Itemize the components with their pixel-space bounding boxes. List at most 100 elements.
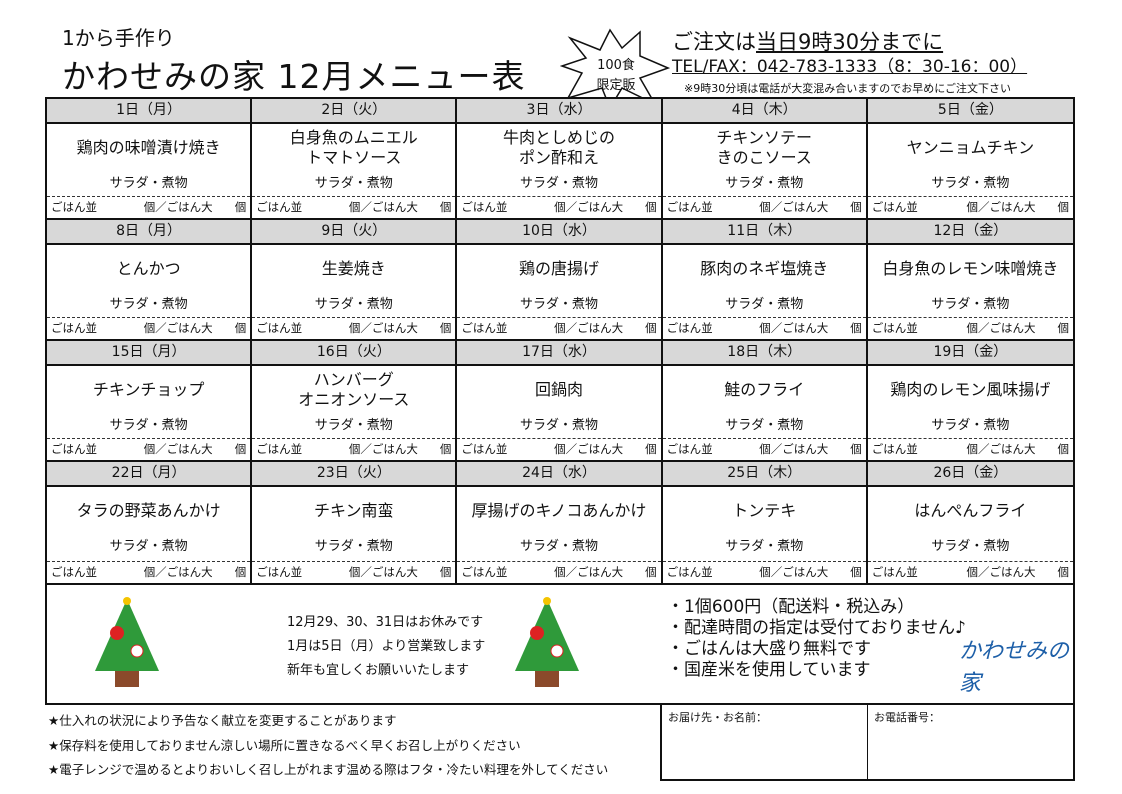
order-line[interactable]: ごはん並 個／ごはん大 個 bbox=[867, 438, 1073, 460]
day-header: 9日（火） bbox=[252, 220, 456, 245]
dish-name: トンテキ bbox=[732, 501, 797, 520]
side-dish: サラダ・煮物 bbox=[109, 297, 188, 312]
order-line[interactable]: ごはん並 個／ごはん大 個 bbox=[662, 317, 866, 339]
dish-name: 白身魚のムニエル トマトソース bbox=[289, 128, 418, 167]
rice-large-label: 個／ごはん大 bbox=[348, 565, 418, 579]
order-prefix: ご注文は bbox=[672, 30, 756, 54]
name-field[interactable]: お届け先・お名前： bbox=[662, 705, 868, 779]
day-header: 22日（月） bbox=[47, 462, 251, 487]
rice-large-label: 個／ごはん大 bbox=[554, 565, 624, 579]
dish-name: 回鍋肉 bbox=[534, 380, 583, 399]
day-header: 26日（金） bbox=[867, 462, 1073, 487]
rice-regular-label: ごはん並 bbox=[666, 200, 713, 214]
note-item: ★電子レンジで温めるとよりおいしく召し上がれます温める際はフタ・冷たい料理を外し… bbox=[48, 762, 609, 777]
rice-regular-label: ごはん並 bbox=[51, 321, 97, 335]
rice-regular-label: ごはん並 bbox=[666, 442, 713, 456]
order-line[interactable]: ごはん並 個／ごはん大 個 bbox=[867, 561, 1073, 583]
dish-name: とんかつ bbox=[116, 259, 181, 278]
order-line[interactable]: ごはん並 個／ごはん大 個 bbox=[867, 196, 1073, 218]
day-header: 10日（水） bbox=[457, 220, 661, 245]
rice-large-label: 個／ごはん大 bbox=[966, 565, 1036, 579]
side-dish: サラダ・煮物 bbox=[314, 176, 393, 191]
day-header: 8日（月） bbox=[47, 220, 251, 245]
logo: かわせみの家 bbox=[959, 639, 1070, 696]
order-line[interactable]: ごはん並 個／ごはん大 個 bbox=[252, 561, 456, 583]
order-line[interactable]: ごはん並 個／ごはん大 個 bbox=[867, 317, 1073, 339]
rice-large-label: 個／ごはん大 bbox=[759, 442, 829, 456]
rice-regular-label: ごはん並 bbox=[871, 321, 918, 335]
day-header: 12日（金） bbox=[867, 220, 1073, 245]
day-cell: 25日（木） トンテキ サラダ・煮物 ごはん並 個／ごはん大 個 bbox=[662, 462, 868, 583]
day-cell: 24日（水） 厚揚げのキノコあんかけ サラダ・煮物 ごはん並 個／ごはん大 個 bbox=[457, 462, 663, 583]
count-unit: 個 bbox=[645, 321, 657, 335]
day-cell: 9日（火） 生姜焼き サラダ・煮物 ごはん並 個／ごはん大 個 bbox=[252, 220, 458, 341]
day-header: 25日（木） bbox=[662, 462, 866, 487]
rice-large-label: 個／ごはん大 bbox=[143, 565, 213, 579]
order-line[interactable]: ごはん並 個／ごはん大 個 bbox=[252, 317, 456, 339]
rice-large-label: 個／ごはん大 bbox=[554, 442, 624, 456]
side-dish: サラダ・煮物 bbox=[931, 418, 1010, 433]
order-time: 当日9時30分までに bbox=[756, 30, 944, 54]
dish-name: はんぺんフライ bbox=[914, 501, 1027, 520]
order-line[interactable]: ごはん並 個／ごはん大 個 bbox=[47, 438, 251, 460]
count-unit: 個 bbox=[1057, 200, 1069, 214]
order-line[interactable]: ごはん並 個／ごはん大 個 bbox=[457, 561, 661, 583]
day-cell: 18日（木） 鮭のフライ サラダ・煮物 ごはん並 個／ごはん大 個 bbox=[662, 341, 868, 462]
order-line[interactable]: ごはん並 個／ごはん大 個 bbox=[47, 317, 251, 339]
order-line[interactable]: ごはん並 個／ごはん大 個 bbox=[457, 438, 661, 460]
order-line[interactable]: ごはん並 個／ごはん大 個 bbox=[662, 438, 866, 460]
limited-badge: 100食 限定販 bbox=[588, 56, 644, 96]
phone-field[interactable]: お電話番号： bbox=[874, 711, 940, 724]
day-header: 23日（火） bbox=[252, 462, 456, 487]
side-dish: サラダ・煮物 bbox=[725, 418, 804, 433]
count-unit: 個 bbox=[850, 200, 862, 214]
count-unit: 個 bbox=[850, 565, 862, 579]
order-line[interactable]: ごはん並 個／ごはん大 個 bbox=[47, 196, 251, 218]
order-line[interactable]: ごはん並 個／ごはん大 個 bbox=[252, 196, 456, 218]
menu-grid: 1日（月） 鶏肉の味噌漬け焼き サラダ・煮物 ごはん並 個／ごはん大個 2日（火） … bbox=[45, 97, 1075, 585]
rice-large-label: 個／ごはん大 bbox=[348, 442, 418, 456]
point-item: ・1個600円（配送料・税込み） bbox=[667, 597, 915, 617]
dish-name: ハンバーグ オニオンソース bbox=[298, 370, 410, 409]
day-cell: 16日（火） ハンバーグ オニオンソース サラダ・煮物 ごはん並 個／ごはん大 個 bbox=[252, 341, 458, 462]
order-line[interactable]: ごはん並 個／ごはん大 個 bbox=[457, 196, 661, 218]
limited-label: 限定販 bbox=[596, 78, 636, 93]
order-line[interactable]: ごはん並 個／ごはん大 個 bbox=[662, 561, 866, 583]
day-header: 4日（木） bbox=[662, 99, 866, 124]
side-dish: サラダ・煮物 bbox=[519, 176, 598, 191]
side-dish: サラダ・煮物 bbox=[931, 539, 1010, 554]
rice-large-label: 個／ごはん大 bbox=[759, 200, 829, 214]
day-cell: 3日（水） 牛肉としめじの ポン酢和え サラダ・煮物 ごはん並 個／ごはん大 個 bbox=[457, 99, 663, 220]
day-cell: 17日（水） 回鍋肉 サラダ・煮物 ごはん並 個／ごはん大 個 bbox=[457, 341, 663, 462]
order-line[interactable]: ごはん並 個／ごはん大 個 bbox=[662, 196, 866, 218]
day-header: 24日（水） bbox=[457, 462, 661, 487]
note-item: ★仕入れの状況により予告なく献立を変更することがあります bbox=[48, 713, 397, 728]
order-line[interactable]: ごはん並 個／ごはん大 個 bbox=[47, 561, 251, 583]
side-dish: サラダ・煮物 bbox=[314, 539, 393, 554]
order-line[interactable]: ごはん並 個／ごはん大 個 bbox=[252, 438, 456, 460]
day-header: 2日（火） bbox=[252, 99, 456, 124]
subtitle: 1から手作り bbox=[62, 26, 175, 50]
rice-regular-label: ごはん並 bbox=[461, 321, 508, 335]
count-unit: 個 bbox=[439, 565, 452, 579]
rice-regular-label: ごはん並 bbox=[666, 565, 713, 579]
holiday-line: 新年も宜しくお願いいたします bbox=[287, 663, 470, 678]
rice-large-label: 個／ごはん大 bbox=[759, 565, 829, 579]
rice-large-label: 個／ごはん大 bbox=[143, 321, 213, 335]
dish-name: チキンチョップ bbox=[92, 380, 205, 399]
day-cell: 5日（金） ヤンニョムチキン サラダ・煮物 ごはん並 個／ごはん大 個 bbox=[867, 99, 1073, 220]
dish-name: 鶏の唐揚げ bbox=[518, 259, 599, 278]
side-dish: サラダ・煮物 bbox=[519, 418, 598, 433]
holiday-notice: 12月29、30、31日はお休みです 1月は5日（月）より営業致します 新年も宜… bbox=[287, 611, 485, 683]
note-item: ★保存料を使用しておりません涼しい場所に置きなるべく早くお召し上がりください bbox=[48, 737, 521, 753]
dish-name: 豚肉のネギ塩焼き bbox=[700, 259, 829, 278]
side-dish: サラダ・煮物 bbox=[109, 418, 188, 433]
count-unit: 個 bbox=[1057, 321, 1069, 335]
order-line[interactable]: ごはん並 個／ごはん大 個 bbox=[457, 317, 661, 339]
day-header: 5日（金） bbox=[867, 99, 1073, 124]
dish-name: 牛肉としめじの ポン酢和え bbox=[502, 128, 615, 167]
page-title: かわせみの家 12月メニュー表 bbox=[62, 57, 526, 96]
dish-name: 鮭のフライ bbox=[724, 380, 805, 399]
christmas-tree-icon bbox=[515, 597, 579, 687]
count-unit: 個 bbox=[234, 442, 247, 456]
